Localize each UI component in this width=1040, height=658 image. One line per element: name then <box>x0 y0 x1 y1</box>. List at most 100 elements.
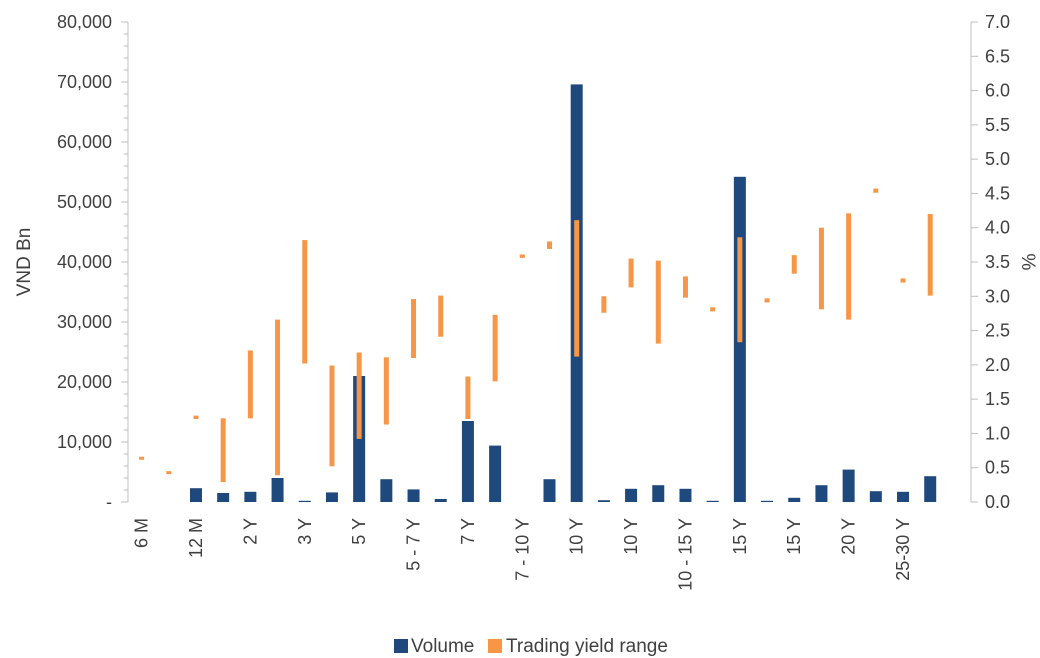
yield-range-mark <box>682 276 688 298</box>
right-tick-label: 3.5 <box>985 252 1010 272</box>
x-tick-label: 2 Y <box>240 518 260 545</box>
volume-bar <box>897 491 910 502</box>
right-tick-label: 5.0 <box>985 149 1010 169</box>
volume-bar <box>706 500 719 502</box>
left-tick-label: 40,000 <box>57 252 112 272</box>
right-axis-title: % <box>1017 254 1038 271</box>
yield-range-mark <box>492 314 498 382</box>
yield-range-mark <box>465 376 471 420</box>
volume-bar <box>461 421 474 502</box>
volume-bar <box>380 479 393 502</box>
volume-bar <box>815 485 828 502</box>
yield-range-mark <box>846 213 852 320</box>
yield-range-mark <box>764 298 770 303</box>
x-tick-label: 10 Y <box>567 518 587 555</box>
x-tick-label: 7 Y <box>458 518 478 545</box>
right-tick-label: 1.0 <box>985 423 1010 443</box>
yield-range-mark <box>220 418 226 483</box>
yield-range-mark <box>247 350 253 419</box>
right-tick-label: 2.5 <box>985 321 1010 341</box>
legend-label-yield-range: Trading yield range <box>506 636 668 657</box>
volume-bar <box>489 445 502 502</box>
x-tick-label: 15 Y <box>730 518 750 555</box>
right-axis: 0.0 0.5 1.0 1.5 2.0 2.5 3.0 3.5 4.0 4.5 5.0 5.5 6.0 6… <box>971 12 1010 512</box>
yield-range-mark <box>655 260 661 344</box>
yield-range-mark <box>601 296 607 313</box>
yield-range-mark <box>628 258 634 288</box>
volume-bar <box>679 488 692 502</box>
left-axis: - 10,000 20,000 30,000 40,000 50,000 60,000 70,… <box>57 12 128 512</box>
yield-range-mark <box>139 456 145 460</box>
legend-label-volume: Volume <box>411 636 474 657</box>
yield-range-mark <box>574 220 580 357</box>
right-tick-label: 3.0 <box>985 286 1010 306</box>
yield-range-mark <box>818 227 824 310</box>
x-tick-label: 3 Y <box>295 518 315 545</box>
right-tick-label: 0.0 <box>985 492 1010 512</box>
left-axis-title: VND Bn <box>14 228 35 297</box>
yield-range-mark <box>710 307 716 312</box>
volume-bar <box>407 489 420 502</box>
yield-range-mark <box>275 319 281 476</box>
volume-bar <box>842 469 855 502</box>
volume-bar <box>244 491 257 502</box>
volume-bar <box>543 479 556 502</box>
volume-bar <box>325 492 338 502</box>
right-tick-label: 2.0 <box>985 355 1010 375</box>
x-tick-label: 7 - 10 Y <box>512 518 532 581</box>
x-tick-label: 12 M <box>186 518 206 558</box>
x-tick-label: 10 Y <box>621 518 641 555</box>
yield-range-mark <box>438 295 444 337</box>
left-tick-label: 20,000 <box>57 372 112 392</box>
left-tick-label: 80,000 <box>57 12 112 32</box>
volume-bar <box>189 488 202 502</box>
left-tick-label: 10,000 <box>57 432 112 452</box>
yield-range-mark <box>193 415 199 420</box>
left-tick-label: 70,000 <box>57 72 112 92</box>
volume-bars <box>189 84 937 503</box>
yield-range-mark <box>547 241 552 249</box>
left-tick-label: - <box>106 492 112 512</box>
yield-range-marks <box>139 188 933 483</box>
x-tick-label: 15 Y <box>784 518 804 555</box>
yield-range-mark <box>737 237 743 343</box>
x-axis: 6 M 12 M 2 Y 3 Y 5 Y 5 - 7 Y 7 Y 7 - 10 Y 10 Y 10… <box>132 518 913 591</box>
x-tick-label: 10 - 15 Y <box>675 518 695 591</box>
left-tick-label: 50,000 <box>57 192 112 212</box>
volume-bar <box>924 476 937 502</box>
x-tick-label: 25-30 Y <box>893 518 913 581</box>
yield-range-mark <box>900 278 906 283</box>
yield-range-mark <box>519 254 525 258</box>
yield-range-mark <box>791 255 797 274</box>
right-tick-label: 4.5 <box>985 183 1010 203</box>
right-tick-label: 6.5 <box>985 46 1010 66</box>
legend-swatch-volume <box>394 639 408 653</box>
volume-bar <box>597 500 610 502</box>
volume-bar <box>869 491 882 502</box>
volume-bar <box>271 478 284 502</box>
volume-bar <box>788 497 801 502</box>
right-tick-label: 0.5 <box>985 458 1010 478</box>
legend-swatch-yield-range <box>488 639 502 653</box>
x-tick-label: 5 Y <box>349 518 369 545</box>
yield-range-mark <box>356 352 362 439</box>
yield-range-mark <box>302 240 308 364</box>
right-tick-label: 1.5 <box>985 389 1010 409</box>
legend: Volume Trading yield range <box>394 636 668 657</box>
yield-range-mark <box>329 365 335 467</box>
volume-bar <box>434 499 447 502</box>
volume-bar <box>625 488 638 502</box>
volume-bar <box>353 376 366 502</box>
volume-bar <box>652 485 665 502</box>
right-tick-label: 7.0 <box>985 12 1010 32</box>
x-tick-label: 6 M <box>132 518 152 548</box>
right-tick-label: 6.0 <box>985 81 1010 101</box>
right-tick-label: 5.5 <box>985 115 1010 135</box>
right-tick-label: 4.0 <box>985 218 1010 238</box>
volume-bar <box>217 493 230 502</box>
yield-range-mark <box>411 299 417 358</box>
left-tick-label: 30,000 <box>57 312 112 332</box>
yield-range-mark <box>927 214 933 296</box>
yield-range-mark <box>873 188 879 193</box>
